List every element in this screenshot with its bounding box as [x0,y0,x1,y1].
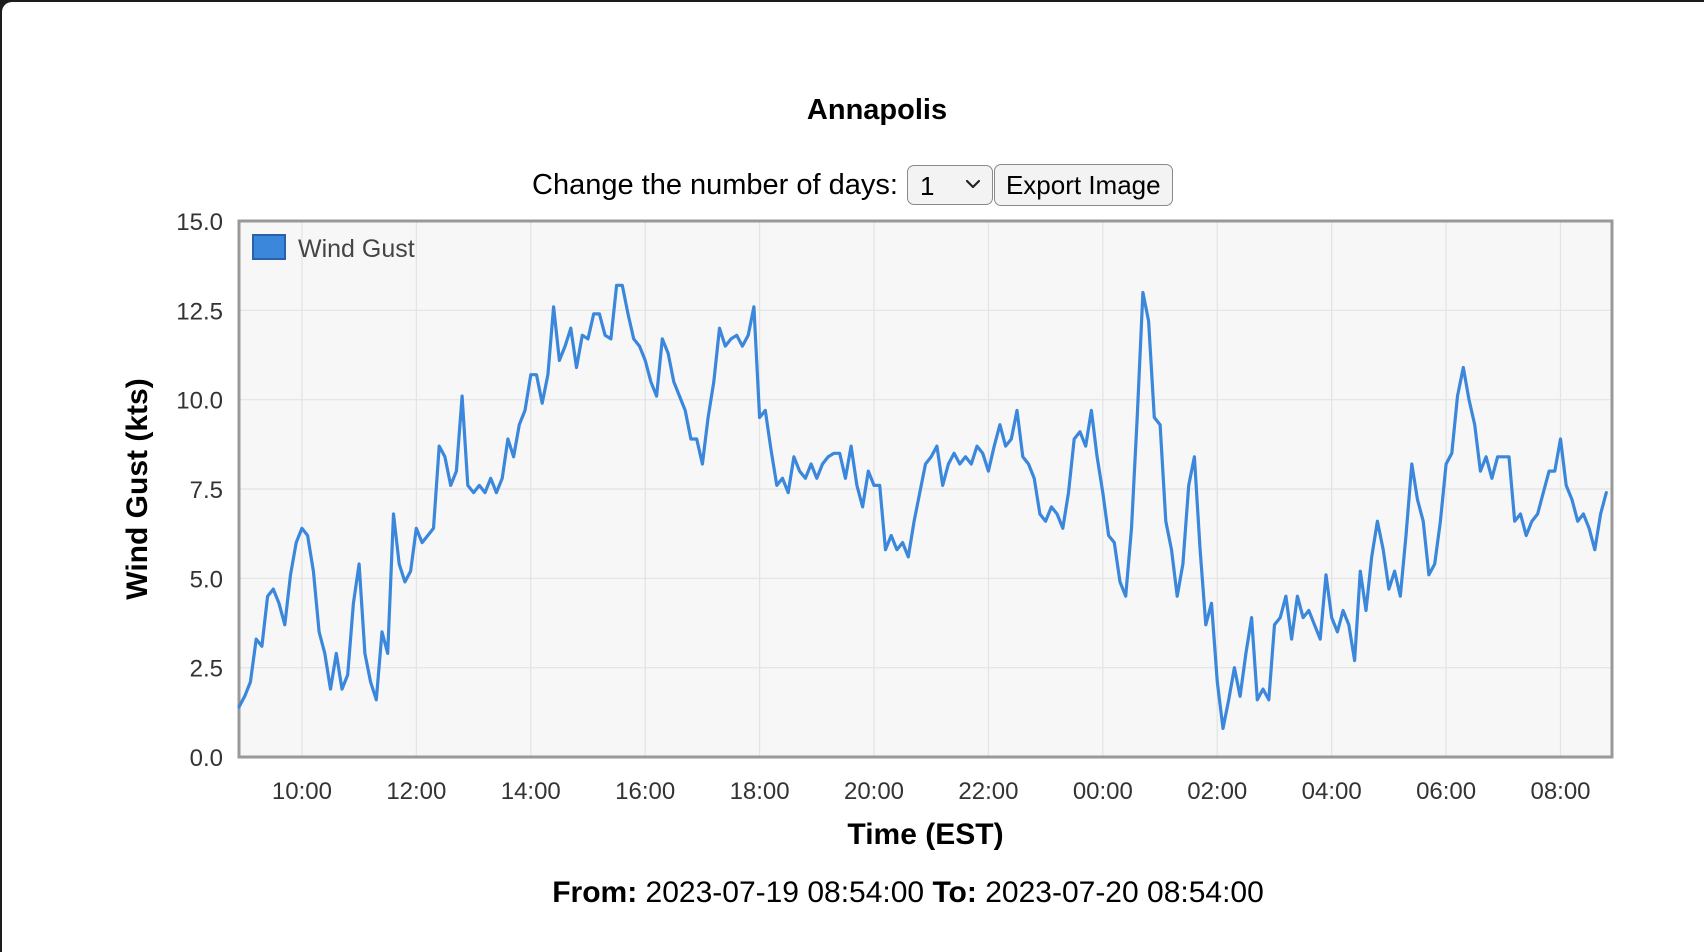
x-tick-label: 14:00 [501,778,561,805]
legend-swatch [252,234,286,260]
days-select[interactable]: 1 [906,165,993,205]
x-tick-label: 20:00 [844,778,904,805]
to-label: To: [932,876,977,909]
days-label: Change the number of days: [532,168,898,201]
days-control-bar: Change the number of days: 1 Export Imag… [532,164,1173,206]
x-tick-label: 10:00 [272,778,332,805]
date-range: From: 2023-07-19 08:54:00 To: 2023-07-20… [2,876,1704,910]
x-tick-label: 04:00 [1302,778,1362,805]
y-tick-label: 12.5 [176,298,223,325]
y-tick-label: 7.5 [190,477,223,504]
x-tick-label: 08:00 [1530,778,1590,805]
from-value: 2023-07-19 08:54:00 [645,876,925,909]
legend-label: Wind Gust [298,235,415,263]
y-tick-label: 15.0 [176,209,223,236]
series-line-wind-gust [237,283,1608,731]
to-value: 2023-07-20 08:54:00 [985,876,1264,909]
x-tick-label: 22:00 [958,778,1018,805]
x-tick-label: 18:00 [730,778,790,805]
x-tick-label: 00:00 [1073,778,1133,805]
y-axis-title: Wind Gust (kts) [121,378,154,599]
export-image-button[interactable]: Export Image [993,164,1173,206]
x-tick-label: 06:00 [1416,778,1476,805]
from-label: From: [552,876,638,909]
x-axis-title: Time (EST) [847,818,1003,851]
x-tick-label: 16:00 [615,778,675,805]
y-tick-label: 2.5 [190,656,223,683]
y-tick-label: 10.0 [176,388,223,415]
chevron-down-icon [965,179,981,189]
x-tick-label: 02:00 [1187,778,1247,805]
x-tick-label: 12:00 [386,778,446,805]
page-title: Annapolis [806,94,948,126]
plot-frame [237,219,1614,759]
days-select-value: 1 [919,171,935,201]
y-tick-label: 0.0 [190,745,223,772]
y-tick-label: 5.0 [190,566,223,593]
